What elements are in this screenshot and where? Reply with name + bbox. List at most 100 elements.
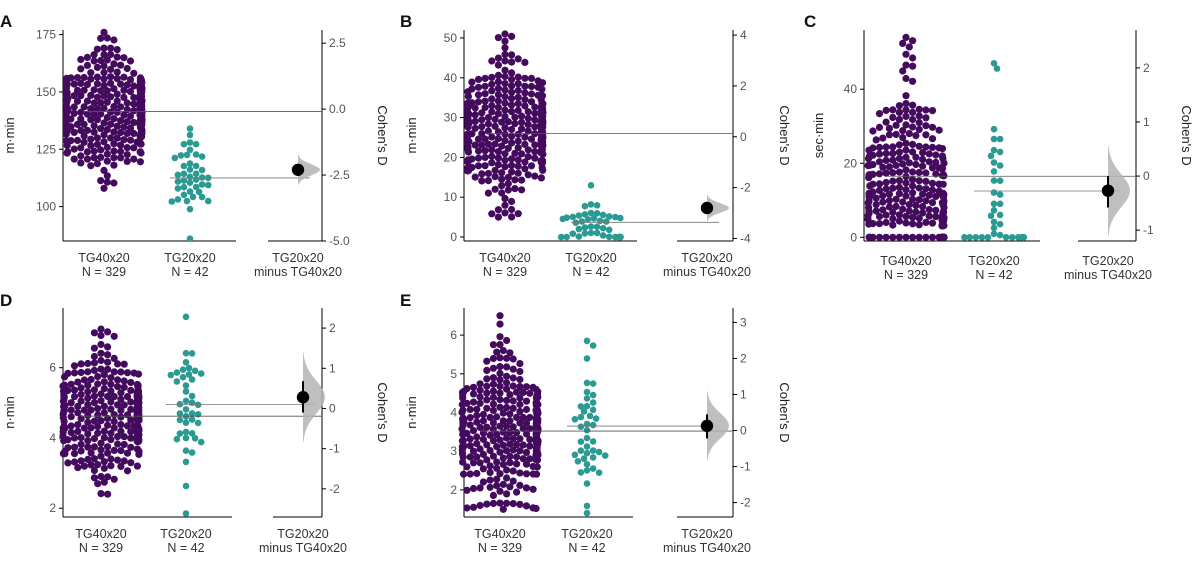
- data-point: [87, 136, 94, 143]
- data-point: [932, 213, 939, 220]
- data-point: [193, 170, 200, 177]
- data-point: [516, 394, 523, 401]
- data-point: [585, 216, 592, 223]
- data-point: [919, 149, 926, 156]
- data-point: [518, 177, 525, 184]
- data-point: [506, 410, 513, 417]
- data-point: [77, 80, 84, 87]
- data-point: [186, 365, 193, 372]
- category-label: TG40x20: [880, 254, 931, 268]
- data-point: [104, 491, 111, 498]
- swarm-tg40x20: [463, 30, 546, 220]
- data-point: [883, 234, 890, 241]
- data-point: [104, 343, 111, 350]
- data-point: [501, 57, 508, 64]
- data-point: [477, 387, 484, 394]
- data-point: [508, 76, 515, 83]
- data-point: [516, 368, 523, 375]
- data-point: [487, 484, 494, 491]
- data-point: [84, 54, 91, 61]
- data-point: [906, 43, 913, 50]
- data-point: [475, 76, 482, 83]
- data-point: [508, 51, 515, 58]
- data-point: [591, 215, 598, 222]
- data-point: [464, 158, 471, 165]
- data-point: [922, 131, 929, 138]
- data-point: [515, 55, 522, 62]
- data-point: [511, 114, 518, 121]
- data-point: [500, 347, 507, 354]
- data-point: [581, 455, 588, 462]
- data-point: [64, 459, 71, 466]
- data-point: [516, 501, 523, 508]
- data-point: [515, 163, 522, 170]
- data-point: [578, 447, 585, 454]
- data-point: [893, 196, 900, 203]
- data-point: [997, 212, 1004, 219]
- data-point: [71, 81, 78, 88]
- data-point: [478, 123, 485, 130]
- data-point: [902, 179, 909, 186]
- data-point: [183, 388, 190, 395]
- y2-tick-label: -2.5: [329, 168, 350, 182]
- data-point: [91, 367, 98, 374]
- data-point: [902, 51, 909, 58]
- data-point: [121, 433, 128, 440]
- data-point: [187, 132, 194, 139]
- category-label: TG40x20: [78, 251, 129, 265]
- data-point: [916, 106, 923, 113]
- data-point: [138, 141, 145, 148]
- y2-axis-label: Cohen's D: [375, 382, 390, 442]
- data-point: [997, 191, 1004, 198]
- data-point: [606, 234, 613, 241]
- data-point: [889, 222, 896, 229]
- y2-tick-label: -5.0: [329, 234, 350, 248]
- data-point: [74, 403, 81, 410]
- data-point: [893, 131, 900, 138]
- y2-tick-label: 2.5: [329, 36, 346, 50]
- data-point: [503, 373, 510, 380]
- data-point: [991, 136, 998, 143]
- data-point: [169, 198, 176, 205]
- data-point: [1009, 234, 1016, 241]
- data-point: [896, 211, 903, 218]
- data-point: [501, 202, 508, 209]
- data-point: [472, 111, 479, 118]
- data-point: [94, 480, 101, 487]
- data-point: [584, 355, 591, 362]
- data-point: [97, 341, 104, 348]
- data-point: [124, 151, 131, 158]
- data-point: [926, 206, 933, 213]
- data-point: [991, 231, 998, 238]
- data-point: [865, 221, 872, 228]
- data-point: [114, 433, 121, 440]
- data-point: [483, 375, 490, 382]
- data-point: [180, 366, 187, 373]
- data-point: [531, 116, 538, 123]
- data-point: [187, 139, 194, 146]
- data-point: [174, 378, 181, 385]
- data-point: [896, 184, 903, 191]
- data-point: [909, 176, 916, 183]
- data-point: [137, 158, 144, 165]
- data-point: [876, 213, 883, 220]
- data-point: [932, 207, 939, 214]
- data-point: [71, 103, 78, 110]
- data-point: [495, 206, 502, 213]
- data-point: [110, 36, 117, 43]
- data-point: [584, 389, 591, 396]
- data-point: [936, 127, 943, 134]
- data-point: [584, 443, 591, 450]
- data-point: [588, 201, 595, 208]
- data-point: [929, 220, 936, 227]
- data-point: [906, 130, 913, 137]
- data-point: [912, 202, 919, 209]
- data-point: [523, 502, 530, 509]
- data-point: [572, 416, 579, 423]
- data-point: [81, 132, 88, 139]
- data-point: [893, 162, 900, 169]
- data-point: [503, 363, 510, 370]
- category-label: TG20x20: [968, 254, 1019, 268]
- data-point: [199, 181, 206, 188]
- data-point: [189, 410, 196, 417]
